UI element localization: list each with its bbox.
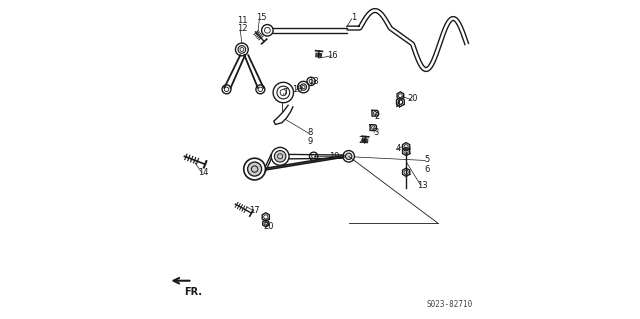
Text: 15: 15 (256, 13, 266, 22)
Text: 3: 3 (373, 128, 378, 137)
Text: 16: 16 (328, 51, 338, 60)
Text: 11: 11 (237, 16, 247, 25)
Text: 10: 10 (292, 85, 303, 94)
Circle shape (275, 151, 286, 162)
Text: 14: 14 (198, 168, 209, 177)
Text: 8: 8 (308, 128, 313, 137)
Text: 4: 4 (396, 144, 401, 153)
Circle shape (346, 153, 352, 160)
Text: 19: 19 (329, 152, 340, 161)
Circle shape (248, 162, 262, 176)
Text: 20: 20 (407, 94, 418, 103)
Text: 2: 2 (375, 112, 380, 121)
Text: 6: 6 (424, 165, 429, 174)
Text: 12: 12 (237, 24, 247, 33)
Text: 18: 18 (308, 77, 319, 86)
Text: 9: 9 (308, 137, 313, 146)
Text: 1: 1 (351, 13, 356, 22)
Text: 13: 13 (417, 181, 428, 189)
Text: 5: 5 (424, 155, 429, 164)
Text: 7: 7 (282, 88, 287, 97)
Text: 20: 20 (264, 222, 274, 231)
Text: 4: 4 (396, 101, 401, 110)
Text: FR.: FR. (184, 287, 202, 297)
Text: 17: 17 (250, 206, 260, 215)
Text: S023-82710: S023-82710 (427, 300, 473, 309)
Text: 21: 21 (359, 136, 369, 145)
